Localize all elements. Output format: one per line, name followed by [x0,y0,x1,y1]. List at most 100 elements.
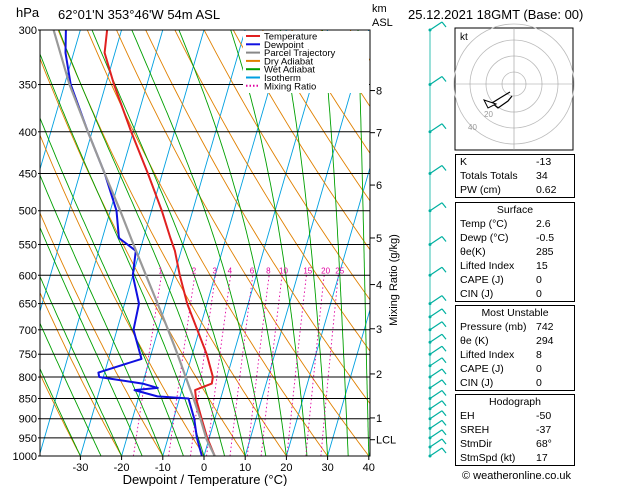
index-row: StmSpd (kt) 17 [456,451,574,465]
dry-adiabat-line [40,373,81,456]
mixing-ratio-line [260,275,283,456]
index-label: StmDir [460,438,493,450]
hodograph-ring-label: 20 [484,110,493,119]
index-label: EH [460,410,475,422]
index-label: CAPE (J) [460,274,504,286]
legend-bg [243,31,369,93]
temp-tick-label: 10 [239,462,251,474]
index-value: 0 [536,377,542,389]
wind-barb [429,164,443,174]
wind-barbs [428,21,447,458]
pressure-tick-label: 450 [19,168,37,180]
surface-title: Surface [496,204,534,216]
isotherm-line [162,30,287,456]
wind-barb-flag [441,438,447,445]
index-label: θe (K) [460,335,489,347]
dry-adiabat-line [232,30,370,251]
index-row: CIN (J) 0 [456,376,574,390]
index-value: 285 [536,246,554,258]
mixing-ratio-label: 10 [279,266,288,275]
index-row: θe(K) 285 [456,245,574,259]
mixing-ratio-line [132,275,162,456]
mixing-ratio-line [206,275,232,456]
mixing-ratio-label: 6 [250,266,255,275]
wind-barb [429,368,443,378]
isotherm-line [40,30,122,313]
wind-barb [429,266,443,276]
wind-barb-flag [441,333,447,340]
legend-entry: Parcel Trajectory [264,48,336,59]
index-row: Pressure (mb) 742 [456,320,574,334]
km-tick-label: LCL [376,435,396,447]
pressure-tick-label: 350 [19,80,37,92]
wind-barb [429,429,443,439]
index-row: K -13 [456,155,574,169]
wind-barb-flag [441,429,447,436]
mixing-ratio-line [305,275,325,456]
mixing-ratio-label: 2 [192,266,197,275]
index-value: -50 [536,410,552,422]
mixing-ratio-label: 3 [212,266,217,275]
asl-label: ASL [372,17,393,29]
index-row: CIN (J) 0 [456,287,574,301]
isotherm-line [40,30,164,455]
most-unstable-table: Most Unstable Pressure (mb) 742 θe (K) 294 L… [455,305,575,391]
wind-barb [429,333,443,343]
index-row: Dewp (°C) -0.5 [456,231,574,245]
index-label: Pressure (mb) [460,321,527,333]
pressure-tick-label: 950 [19,433,37,445]
wind-barb [429,419,443,429]
wind-barb-flag [441,410,447,417]
wet-adiabat-line [40,367,81,456]
wind-barb-flag [441,368,447,375]
hodograph-title: Hodograph [489,396,541,408]
hodograph-trace [490,91,513,109]
index-label: PW (cm) [460,184,501,196]
wet-adiabat-line [322,30,349,456]
index-row: θe (K) 294 [456,334,574,348]
wind-barb-flag [441,400,447,407]
temp-tick-label: 40 [363,462,375,474]
km-tick-label: 7 [376,128,382,140]
temp-tick-label: 30 [321,462,333,474]
index-value: 294 [536,335,554,347]
wind-barb [429,400,443,410]
wind-barb [429,21,443,31]
wind-barb [429,235,443,245]
index-value: 34 [536,170,548,182]
pressure-tick-label: 400 [19,127,37,139]
index-row: StmDir 68° [456,437,574,451]
wind-barb-flag [441,76,447,82]
temp-tick-label: -30 [72,462,88,474]
wind-barb-flag [441,236,447,242]
index-row: Lifted Index 15 [456,259,574,273]
index-value: -37 [536,424,552,436]
temp-tick-label: 20 [280,462,292,474]
mixing-ratio-label: 15 [303,266,312,275]
wind-barb [429,295,443,305]
wind-barb [429,447,443,457]
km-tick-label: 2 [376,369,382,381]
isotherm-line [79,30,205,456]
pressure-tick-label: 800 [19,372,37,384]
wind-barb-flag [441,357,447,364]
pressure-tick-label: 750 [19,349,37,361]
temp-tick-label: 0 [201,462,207,474]
legend-entry: Isotherm [264,73,301,84]
index-label: Lifted Index [460,260,515,272]
mixing-ratio-label: 4 [228,266,233,275]
mixing-ratio-line [246,275,270,456]
km-tick-label: 1 [376,413,382,425]
index-row: CAPE (J) 0 [456,273,574,287]
index-value: 8 [536,349,542,361]
mixing-ratio-label: 20 [321,266,330,275]
wind-barb-flag [441,266,447,273]
pressure-tick-label: 550 [19,239,37,251]
pressure-tick-label: 900 [19,414,37,426]
pressure-tick-label: 1000 [13,451,37,463]
hodograph: kt 20 40 [453,23,575,151]
isotherm-line [121,30,246,456]
index-label: SREH [460,424,490,436]
wind-barb [429,438,443,448]
